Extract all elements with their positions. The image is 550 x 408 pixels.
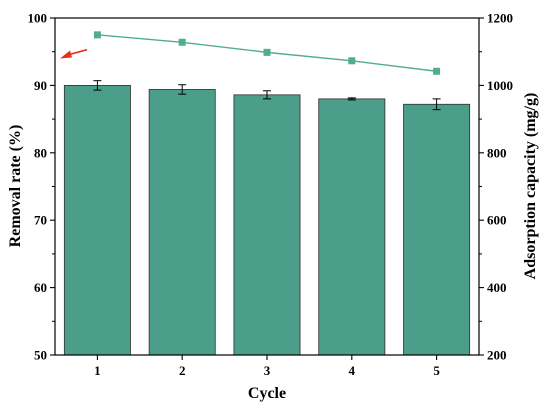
x-tick-label-4: 4 xyxy=(349,363,356,378)
capacity-point-4 xyxy=(348,57,356,65)
x-tick-label-1: 1 xyxy=(94,363,101,378)
left-tick-label-70: 70 xyxy=(34,213,47,228)
capacity-point-5 xyxy=(433,67,441,75)
right-tick-label-200: 200 xyxy=(487,348,507,363)
right-tick-label-1000: 1000 xyxy=(487,78,513,93)
left-tick-label-100: 100 xyxy=(28,11,48,26)
left-tick-label-90: 90 xyxy=(34,78,47,93)
tick-labels: 50 60 70 80 90 100 200 400 600 800 1000 1200 1 2 3 4 5 xyxy=(28,11,514,379)
right-tick-label-400: 400 xyxy=(487,280,507,295)
y-axis-title-left: Removal rate (%) xyxy=(7,125,24,248)
x-axis-title: Cycle xyxy=(248,385,286,402)
capacity-point-1 xyxy=(93,31,101,39)
capacity-point-3 xyxy=(263,48,271,56)
x-tick-label-2: 2 xyxy=(179,363,186,378)
y-axis-title-right: Adsorption capacity (mg/g) xyxy=(522,93,539,280)
left-tick-label-80: 80 xyxy=(34,145,47,160)
annotations xyxy=(60,48,88,59)
right-tick-label-1200: 1200 xyxy=(487,11,513,26)
bar-2 xyxy=(148,89,216,356)
bar-5 xyxy=(403,103,471,356)
error-bars xyxy=(93,80,441,111)
left-tick-label-50: 50 xyxy=(34,348,47,363)
x-tick-label-3: 3 xyxy=(264,363,271,378)
bar-4 xyxy=(318,98,386,356)
bar-3 xyxy=(233,94,301,356)
right-tick-label-800: 800 xyxy=(487,145,507,160)
plot-frame xyxy=(54,17,480,356)
x-tick-label-5: 5 xyxy=(433,363,440,378)
bar-series xyxy=(63,85,471,356)
red-arrow-head xyxy=(60,50,72,59)
right-tick-label-600: 600 xyxy=(487,213,507,228)
left-tick-label-60: 60 xyxy=(34,280,47,295)
line-series xyxy=(93,31,441,75)
bar-1 xyxy=(63,85,131,356)
capacity-point-2 xyxy=(178,38,186,46)
